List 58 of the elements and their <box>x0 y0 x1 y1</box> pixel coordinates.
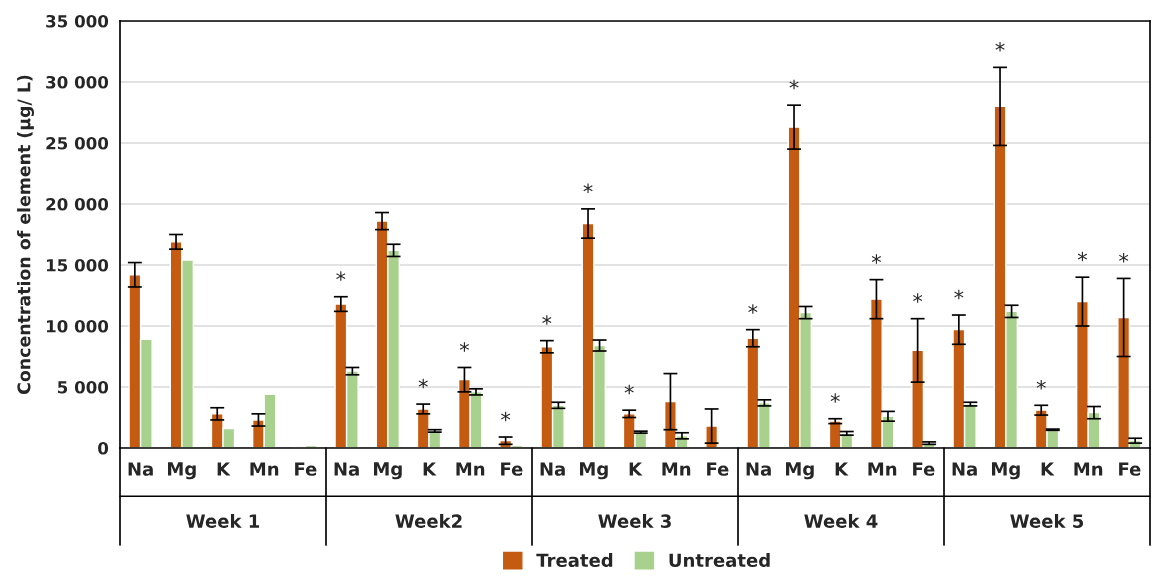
y-tick-label: 35 000 <box>46 14 109 28</box>
data-label: * <box>789 79 799 90</box>
y-tick-label: 20 000 <box>46 197 109 211</box>
data-label: * <box>954 289 964 300</box>
x-tick-label: Mn <box>1074 462 1103 476</box>
text: Week2 <box>395 513 462 528</box>
x-tick-label: Mn <box>868 462 897 476</box>
data-label: * <box>995 42 1005 52</box>
x-tick-label: Na <box>540 462 565 476</box>
x-tick-label: Mn <box>662 462 691 476</box>
data-label: * <box>459 342 470 352</box>
data-label: * <box>624 384 634 395</box>
x-tick-label: Fe <box>295 462 317 476</box>
data-label: * <box>501 411 511 422</box>
y-tick-label: 0 <box>98 441 109 455</box>
y-tick-label: 25 000 <box>46 136 109 150</box>
y-tick-label: 30 000 <box>46 75 109 89</box>
x-tick-label: Na <box>952 462 977 476</box>
x-tick-label: Mg <box>786 462 814 480</box>
legend-label: Treated <box>536 553 613 568</box>
data-label: * <box>748 304 758 314</box>
legend-label: Untreated <box>669 553 770 568</box>
x-tick-label: K <box>629 462 643 476</box>
text: Week 5 <box>1010 513 1084 528</box>
x-tick-label: Mg <box>374 462 402 480</box>
x-tick-label: Fe <box>1119 462 1141 476</box>
text: Week 4 <box>804 513 878 528</box>
x-tick-label: Mn <box>250 462 279 476</box>
x-tick-label: Mg <box>992 462 1020 480</box>
x-tick-label: Mg <box>580 462 608 480</box>
data-label: * <box>1077 251 1088 262</box>
text: Week 3 <box>598 513 671 528</box>
x-tick-label: Mg <box>168 462 196 480</box>
y-tick-label: 15 000 <box>46 258 109 272</box>
data-label: * <box>583 183 593 194</box>
data-label: * <box>418 378 428 389</box>
x-tick-label: K <box>1041 462 1055 476</box>
x-tick-label: Fe <box>707 462 729 476</box>
data-label: * <box>1036 379 1046 390</box>
x-tick-label: K <box>835 462 849 476</box>
x-tick-label: Fe <box>501 462 523 476</box>
data-label: * <box>830 393 840 403</box>
data-label: * <box>1119 253 1129 263</box>
x-tick-label: Fe <box>913 462 935 476</box>
data-label: * <box>913 293 923 303</box>
data-label: * <box>542 315 552 325</box>
y-tick-label: 10 000 <box>46 319 109 333</box>
x-tick-label: Na <box>128 462 153 476</box>
x-tick-label: Na <box>746 462 771 476</box>
text: Week 1 <box>186 513 260 528</box>
data-label: * <box>871 254 882 264</box>
x-tick-label: Na <box>334 462 359 476</box>
x-tick-label: K <box>423 462 437 476</box>
data-label: * <box>336 271 346 281</box>
x-tick-label: Mn <box>456 462 485 476</box>
x-tick-label: K <box>217 462 231 476</box>
y-axis-title: Concentration of element (µg/ L) <box>17 75 34 394</box>
y-tick-label: 5 000 <box>57 380 109 394</box>
